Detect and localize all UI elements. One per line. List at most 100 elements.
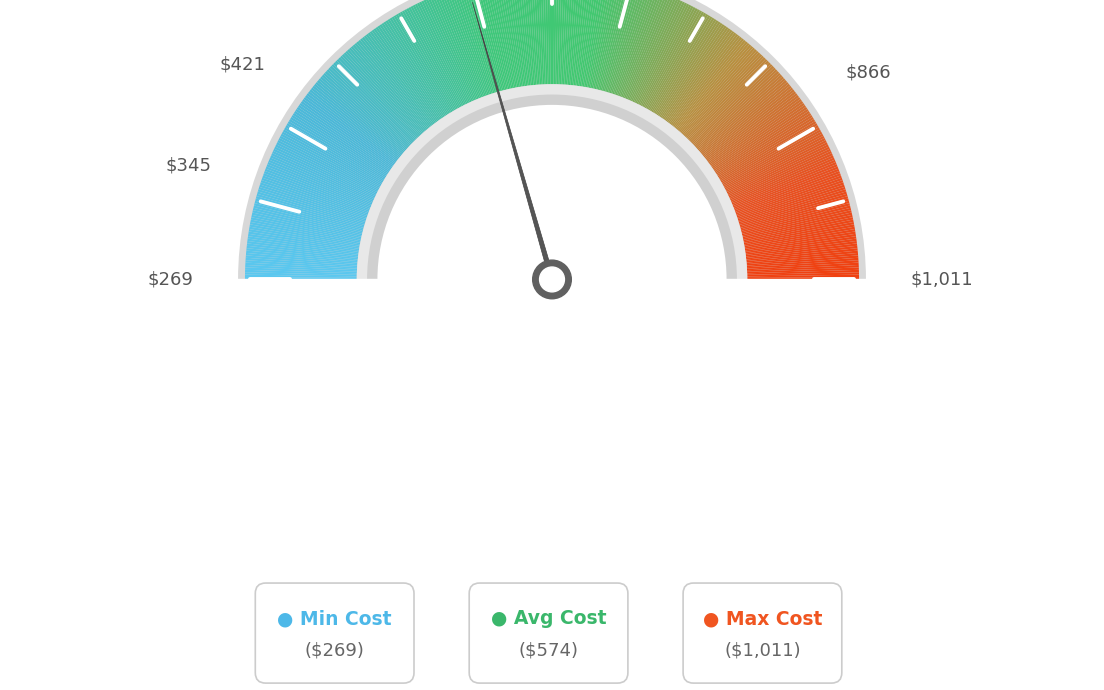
Wedge shape — [627, 0, 680, 113]
Wedge shape — [726, 184, 845, 224]
Wedge shape — [413, 5, 470, 117]
Wedge shape — [428, 0, 479, 112]
Wedge shape — [390, 18, 456, 124]
Wedge shape — [372, 30, 446, 132]
Text: ● Avg Cost: ● Avg Cost — [491, 609, 606, 629]
Wedge shape — [424, 0, 477, 113]
Wedge shape — [707, 115, 813, 183]
Wedge shape — [464, 0, 501, 104]
Wedge shape — [570, 0, 583, 97]
Wedge shape — [308, 91, 407, 168]
Wedge shape — [728, 194, 848, 230]
Wedge shape — [711, 128, 820, 190]
Text: $866: $866 — [846, 63, 891, 81]
Wedge shape — [585, 0, 609, 100]
Wedge shape — [388, 19, 455, 125]
Wedge shape — [687, 71, 779, 157]
Wedge shape — [321, 75, 416, 159]
Wedge shape — [287, 123, 394, 188]
Circle shape — [380, 107, 724, 452]
Wedge shape — [710, 125, 819, 189]
FancyBboxPatch shape — [255, 583, 414, 683]
Wedge shape — [288, 121, 395, 186]
Wedge shape — [325, 71, 417, 157]
Wedge shape — [658, 30, 732, 132]
Wedge shape — [357, 41, 436, 139]
Wedge shape — [544, 0, 549, 97]
Wedge shape — [466, 0, 502, 104]
Wedge shape — [635, 6, 693, 117]
Wedge shape — [274, 146, 388, 201]
Bar — [211, 279, 893, 621]
Wedge shape — [722, 168, 839, 215]
Wedge shape — [734, 258, 859, 268]
Wedge shape — [247, 241, 371, 258]
Wedge shape — [636, 7, 696, 118]
Wedge shape — [408, 7, 468, 118]
Wedge shape — [258, 187, 378, 226]
Wedge shape — [296, 109, 400, 179]
Wedge shape — [732, 226, 854, 249]
Wedge shape — [323, 73, 416, 157]
Wedge shape — [713, 134, 824, 194]
Wedge shape — [245, 268, 370, 274]
Wedge shape — [708, 119, 815, 185]
Wedge shape — [634, 5, 691, 117]
Wedge shape — [518, 0, 533, 98]
Wedge shape — [673, 49, 757, 144]
Circle shape — [532, 260, 572, 299]
Wedge shape — [660, 32, 736, 133]
Text: ($1,011): ($1,011) — [724, 642, 800, 660]
Wedge shape — [305, 95, 406, 171]
Wedge shape — [349, 48, 432, 142]
Wedge shape — [250, 222, 372, 246]
Wedge shape — [615, 0, 660, 108]
Wedge shape — [732, 224, 854, 248]
Wedge shape — [535, 0, 543, 97]
Wedge shape — [646, 17, 712, 124]
Wedge shape — [250, 224, 372, 248]
Wedge shape — [723, 173, 841, 217]
Text: ($574): ($574) — [519, 642, 578, 660]
Wedge shape — [590, 0, 617, 101]
Wedge shape — [259, 184, 378, 224]
Wedge shape — [699, 97, 800, 172]
Wedge shape — [492, 0, 518, 100]
Wedge shape — [513, 0, 531, 98]
Wedge shape — [415, 3, 471, 116]
Wedge shape — [630, 1, 684, 115]
Wedge shape — [469, 0, 503, 104]
Wedge shape — [276, 142, 389, 199]
Text: $421: $421 — [219, 55, 265, 73]
Wedge shape — [378, 26, 449, 129]
Wedge shape — [592, 0, 622, 101]
Wedge shape — [253, 210, 374, 239]
Wedge shape — [716, 144, 829, 200]
Wedge shape — [297, 107, 401, 178]
Wedge shape — [395, 14, 460, 122]
Wedge shape — [672, 48, 755, 142]
Wedge shape — [507, 0, 527, 99]
Wedge shape — [670, 44, 752, 140]
Wedge shape — [641, 12, 704, 121]
Wedge shape — [257, 191, 376, 228]
Polygon shape — [473, 2, 554, 280]
Wedge shape — [457, 0, 497, 106]
Wedge shape — [294, 111, 400, 180]
Wedge shape — [693, 86, 792, 165]
Wedge shape — [314, 83, 411, 164]
Wedge shape — [608, 0, 649, 106]
Wedge shape — [433, 0, 482, 111]
Wedge shape — [689, 77, 784, 159]
Wedge shape — [245, 275, 369, 278]
Wedge shape — [317, 80, 413, 161]
Wedge shape — [246, 250, 370, 264]
Wedge shape — [245, 258, 370, 268]
Wedge shape — [680, 61, 769, 150]
Wedge shape — [602, 0, 638, 104]
Wedge shape — [722, 164, 838, 212]
Wedge shape — [734, 265, 859, 273]
Wedge shape — [560, 0, 566, 97]
Wedge shape — [247, 239, 371, 257]
Wedge shape — [246, 253, 370, 265]
